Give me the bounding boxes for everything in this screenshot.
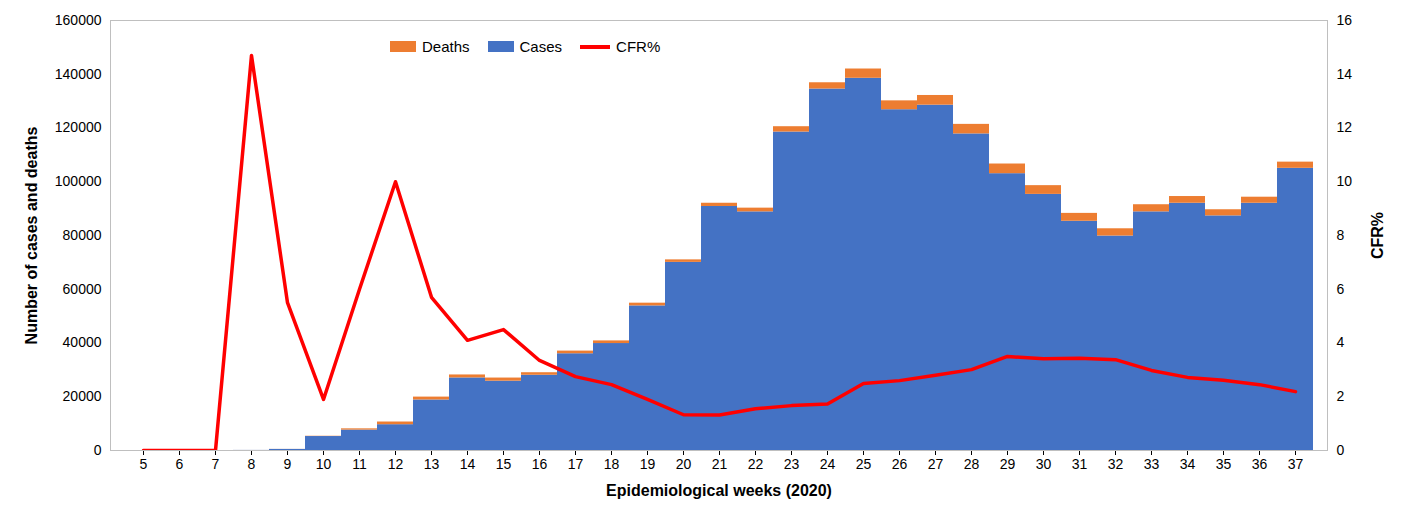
svg-text:23: 23 (784, 456, 800, 472)
svg-text:20000: 20000 (63, 388, 102, 404)
html-text:Deaths: Deaths (422, 38, 470, 55)
svg-text:26: 26 (892, 456, 908, 472)
html-text:Cases: Cases (519, 38, 563, 55)
svg-text:27: 27 (928, 456, 944, 472)
svg-text:8: 8 (1337, 227, 1345, 243)
svg-text:10: 10 (1337, 173, 1353, 189)
svg-text:10: 10 (316, 456, 332, 472)
svg-text:12: 12 (1337, 119, 1353, 135)
html-text:CFR%: CFR% (616, 38, 661, 55)
svg-text:Epidemiological weeks (2020): Epidemiological weeks (2020) (606, 482, 832, 499)
svg-text:19: 19 (640, 456, 656, 472)
svg-text:40000: 40000 (63, 334, 102, 350)
svg-text:Number of cases and deaths: Number of cases and deaths (23, 126, 40, 344)
svg-text:32: 32 (1108, 456, 1124, 472)
svg-text:7: 7 (212, 456, 220, 472)
svg-text:6: 6 (1337, 281, 1345, 297)
svg-text:16: 16 (532, 456, 548, 472)
svg-text:17: 17 (568, 456, 584, 472)
svg-text:CFR%: CFR% (1369, 212, 1386, 259)
svg-text:4: 4 (1337, 334, 1345, 350)
svg-text:37: 37 (1288, 456, 1304, 472)
svg-text:34: 34 (1180, 456, 1196, 472)
svg-text:160000: 160000 (55, 12, 102, 28)
svg-text:11: 11 (352, 456, 367, 472)
svg-text:18: 18 (604, 456, 620, 472)
svg-text:31: 31 (1072, 456, 1088, 472)
svg-text:12: 12 (388, 456, 404, 472)
svg-text:60000: 60000 (63, 281, 102, 297)
svg-text:24: 24 (820, 456, 836, 472)
svg-text:14: 14 (460, 456, 476, 472)
svg-text:28: 28 (964, 456, 980, 472)
svg-text:8: 8 (248, 456, 256, 472)
svg-text:36: 36 (1252, 456, 1268, 472)
svg-text:100000: 100000 (55, 173, 102, 189)
svg-text:33: 33 (1144, 456, 1160, 472)
svg-text:20: 20 (676, 456, 692, 472)
svg-text:6: 6 (176, 456, 184, 472)
svg-text:5: 5 (140, 456, 148, 472)
svg-text:2: 2 (1337, 388, 1345, 404)
svg-text:13: 13 (424, 456, 440, 472)
svg-text:21: 21 (712, 456, 728, 472)
svg-text:14: 14 (1337, 66, 1353, 82)
svg-text:9: 9 (284, 456, 292, 472)
svg-text:0: 0 (94, 442, 102, 458)
svg-text:0: 0 (1337, 442, 1345, 458)
svg-text:29: 29 (1000, 456, 1016, 472)
svg-text:80000: 80000 (63, 227, 102, 243)
svg-text:22: 22 (748, 456, 764, 472)
svg-text:30: 30 (1036, 456, 1052, 472)
svg-text:16: 16 (1337, 12, 1353, 28)
svg-text:140000: 140000 (55, 66, 102, 82)
svg-text:25: 25 (856, 456, 872, 472)
svg-text:120000: 120000 (55, 119, 102, 135)
svg-text:35: 35 (1216, 456, 1232, 472)
svg-text:15: 15 (496, 456, 512, 472)
